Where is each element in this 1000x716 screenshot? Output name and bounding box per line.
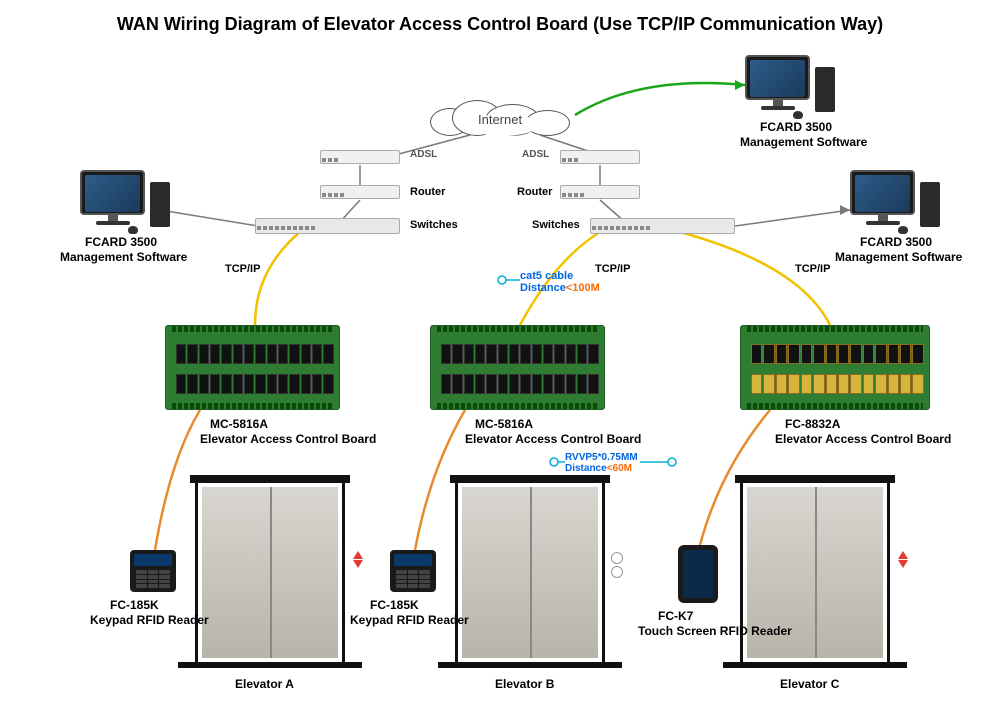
rfid-reader-0 (130, 550, 176, 592)
tcpip-label-a: TCP/IP (225, 263, 260, 275)
board-model-2: FC-8832A (785, 417, 840, 431)
router-right-label: Router (517, 186, 552, 198)
elevator-label-0: Elevator A (235, 677, 294, 691)
adsl-right-label: ADSL (522, 149, 549, 160)
call-panel-1 (611, 550, 625, 580)
elevator-0 (195, 480, 345, 665)
computer-top-label2: Management Software (740, 135, 867, 149)
board-model-0: MC-5816A (210, 417, 268, 431)
board-desc-0: Elevator Access Control Board (200, 432, 376, 446)
rfid-reader-1 (390, 550, 436, 592)
call-panel-0 (351, 550, 365, 569)
internet-cloud: Internet (430, 100, 580, 142)
board-desc-2: Elevator Access Control Board (775, 432, 951, 446)
reader-model-2: FC-K7 (658, 609, 693, 623)
switch-right (590, 218, 735, 234)
computer-left (80, 170, 145, 225)
computer-right-label1: FCARD 3500 (860, 235, 932, 249)
adsl-left-label: ADSL (410, 149, 437, 160)
adsl-left (320, 150, 400, 164)
computer-left-label2: Management Software (60, 250, 187, 264)
call-panel-2 (896, 550, 910, 569)
reader-model-1: FC-185K (370, 598, 419, 612)
computer-top-label1: FCARD 3500 (760, 120, 832, 134)
control-board-1 (430, 325, 605, 410)
router-right (560, 185, 640, 199)
board-desc-1: Elevator Access Control Board (465, 432, 641, 446)
adsl-right (560, 150, 640, 164)
elevator-label-2: Elevator C (780, 677, 839, 691)
switch-right-label: Switches (532, 219, 580, 231)
internet-label: Internet (478, 112, 522, 127)
switch-left-label: Switches (410, 219, 458, 231)
switch-left (255, 218, 400, 234)
rfid-reader-2 (678, 545, 718, 603)
tcpip-label-c: TCP/IP (795, 263, 830, 275)
computer-top (745, 55, 810, 110)
cat5-note: cat5 cable Distance<100M (520, 270, 600, 294)
router-left (320, 185, 400, 199)
computer-left-label1: FCARD 3500 (85, 235, 157, 249)
reader-desc-1: Keypad RFID Reader (350, 613, 469, 627)
control-board-2 (740, 325, 930, 410)
board-model-1: MC-5816A (475, 417, 533, 431)
computer-right-label2: Management Software (835, 250, 962, 264)
reader-model-0: FC-185K (110, 598, 159, 612)
router-left-label: Router (410, 186, 445, 198)
reader-desc-0: Keypad RFID Reader (90, 613, 209, 627)
tcpip-label-b: TCP/IP (595, 263, 630, 275)
control-board-0 (165, 325, 340, 410)
elevator-label-1: Elevator B (495, 677, 554, 691)
elevator-1 (455, 480, 605, 665)
diagram-title: WAN Wiring Diagram of Elevator Access Co… (0, 14, 1000, 35)
rvvp-note: RVVP5*0.75MM Distance<60M (565, 452, 638, 474)
reader-desc-2: Touch Screen RFID Reader (638, 624, 792, 638)
computer-right (850, 170, 915, 225)
